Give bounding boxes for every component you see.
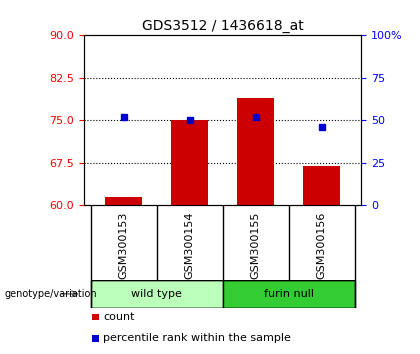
Title: GDS3512 / 1436618_at: GDS3512 / 1436618_at (142, 19, 304, 33)
Text: GSM300155: GSM300155 (251, 211, 260, 279)
Text: GSM300154: GSM300154 (185, 211, 194, 279)
Text: wild type: wild type (131, 289, 182, 299)
Bar (171, 120, 208, 205)
Bar (92, 335, 99, 342)
Bar (92, 314, 99, 320)
Text: GSM300156: GSM300156 (317, 211, 327, 279)
Text: GSM300153: GSM300153 (118, 211, 129, 279)
Bar (105, 197, 142, 205)
Bar (303, 166, 340, 205)
Bar (237, 98, 274, 205)
Text: furin null: furin null (264, 289, 314, 299)
Bar (223, 280, 354, 308)
Text: count: count (103, 312, 134, 322)
Bar (91, 280, 223, 308)
Text: genotype/variation: genotype/variation (4, 289, 97, 299)
Text: percentile rank within the sample: percentile rank within the sample (103, 333, 291, 343)
